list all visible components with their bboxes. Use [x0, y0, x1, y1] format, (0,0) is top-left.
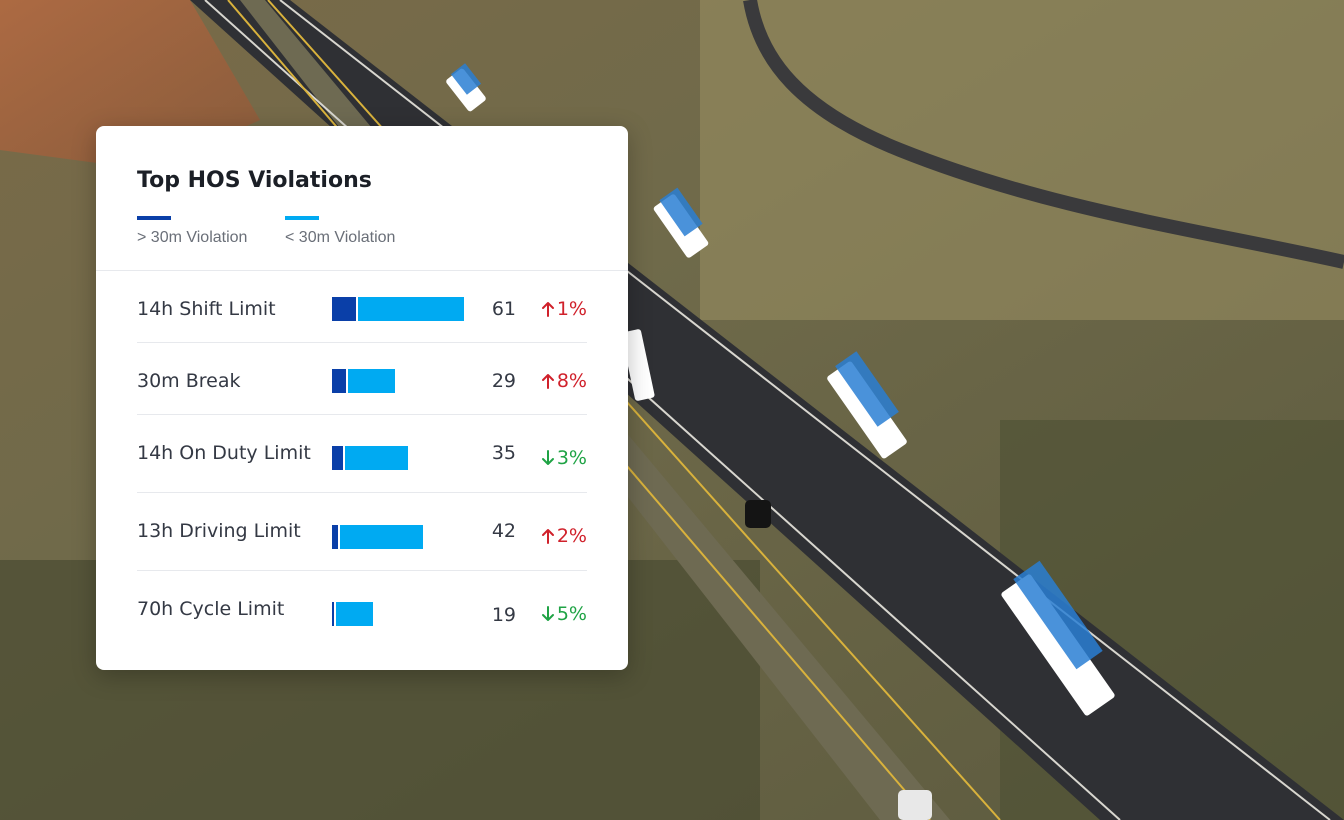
violation-bar — [332, 602, 373, 626]
violation-row: 13h Driving Limit 42 2% — [137, 493, 587, 571]
change-value: 5% — [556, 603, 587, 625]
violation-row: 14h Shift Limit 61 1% — [137, 271, 587, 343]
bar-over-30m — [332, 602, 334, 626]
violation-change: 2% — [541, 525, 587, 547]
violation-label: 14h On Duty Limit — [137, 442, 311, 464]
header-divider — [96, 270, 628, 271]
row-divider — [137, 570, 587, 571]
violation-count: 42 — [491, 520, 516, 542]
row-divider — [137, 492, 587, 493]
bar-under-30m — [358, 297, 464, 321]
legend-swatch-under-30m — [285, 216, 319, 220]
bar-over-30m — [332, 446, 343, 470]
arrow-down-icon — [541, 606, 554, 621]
bar-under-30m — [348, 369, 395, 393]
violation-bar — [332, 369, 395, 393]
change-value: 1% — [556, 298, 587, 320]
change-value: 8% — [556, 370, 587, 392]
bar-under-30m — [340, 525, 423, 549]
violation-bar — [332, 297, 464, 321]
violation-change: 5% — [541, 603, 587, 625]
violation-change: 3% — [541, 447, 587, 469]
legend-label-under-30m: < 30m Violation — [285, 229, 396, 246]
hos-violations-card: Top HOS Violations > 30m Violation < 30m… — [96, 126, 628, 670]
arrow-path — [541, 302, 554, 317]
violation-bar — [332, 525, 423, 549]
change-value: 2% — [556, 525, 587, 547]
violation-label: 13h Driving Limit — [137, 520, 301, 542]
arrow-down-icon — [541, 450, 554, 465]
arrow-up-icon — [541, 529, 554, 544]
violation-bar — [332, 446, 408, 470]
violation-row: 14h On Duty Limit 35 3% — [137, 415, 587, 493]
legend-over-30m: > 30m Violation — [137, 216, 247, 247]
arrow-up-icon — [541, 302, 554, 317]
violation-count: 35 — [491, 442, 516, 464]
arrow-path — [541, 374, 554, 389]
row-divider — [137, 342, 587, 343]
bar-over-30m — [332, 525, 338, 549]
violation-row: 70h Cycle Limit 19 5% — [137, 571, 587, 651]
bar-under-30m — [345, 446, 408, 470]
arrow-path — [541, 529, 554, 544]
violation-change: 8% — [541, 370, 587, 392]
violation-count: 29 — [491, 370, 516, 392]
violation-row: 30m Break 29 8% — [137, 343, 587, 415]
bar-under-30m — [336, 602, 373, 626]
legend-swatch-over-30m — [137, 216, 171, 220]
arrow-up-icon — [541, 374, 554, 389]
change-value: 3% — [556, 447, 587, 469]
violation-label: 14h Shift Limit — [137, 298, 276, 320]
bar-over-30m — [332, 297, 356, 321]
legend-under-30m: < 30m Violation — [285, 216, 395, 247]
row-divider — [137, 414, 587, 415]
violation-change: 1% — [541, 298, 587, 320]
violation-count: 61 — [491, 298, 516, 320]
bar-over-30m — [332, 369, 346, 393]
arrow-path — [541, 606, 554, 621]
card-title: Top HOS Violations — [137, 168, 372, 193]
arrow-path — [541, 450, 554, 465]
violation-count: 19 — [491, 604, 516, 626]
violation-label: 70h Cycle Limit — [137, 598, 285, 620]
violation-label: 30m Break — [137, 370, 241, 392]
legend-label-over-30m: > 30m Violation — [137, 229, 248, 246]
